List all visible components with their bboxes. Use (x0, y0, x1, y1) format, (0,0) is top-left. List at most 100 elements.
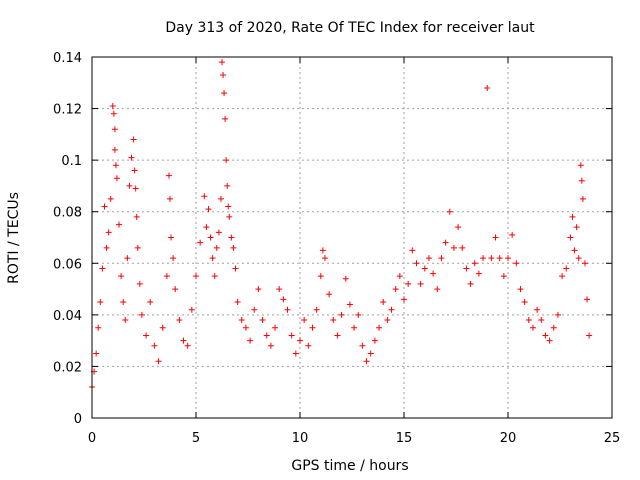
data-point (105, 229, 112, 236)
data-point (136, 280, 143, 287)
data-point (321, 255, 328, 262)
data-point (492, 234, 499, 241)
data-point (509, 231, 516, 238)
data-point (550, 324, 557, 331)
data-point (188, 306, 195, 313)
data-point (434, 286, 441, 293)
data-point (367, 350, 374, 357)
data-point (180, 337, 187, 344)
data-point (255, 286, 262, 293)
data-point (159, 324, 166, 331)
data-point (97, 298, 104, 305)
data-point (359, 342, 366, 349)
data-point (95, 324, 102, 331)
data-point (224, 182, 231, 189)
data-point (155, 358, 162, 365)
data-point (165, 172, 172, 179)
y-tick-label: 0.06 (53, 257, 82, 272)
x-axis-label: GPS time / hours (291, 458, 408, 474)
data-point (197, 239, 204, 246)
data-point (376, 324, 383, 331)
data-point (232, 265, 239, 272)
y-tick-label: 0.12 (53, 103, 82, 118)
data-point (276, 286, 283, 293)
data-point (346, 301, 353, 308)
data-point (330, 317, 337, 324)
data-point (355, 311, 362, 318)
y-axis-label: ROTI / TECUs (6, 192, 22, 284)
data-point (500, 273, 507, 280)
data-point (112, 162, 119, 169)
data-point (573, 224, 580, 231)
data-point (225, 203, 232, 210)
data-point (234, 298, 241, 305)
data-point (130, 136, 137, 143)
data-point (118, 273, 125, 280)
data-point (546, 337, 553, 344)
data-point (207, 234, 214, 241)
data-point (221, 90, 228, 97)
data-point (384, 317, 391, 324)
data-point (326, 291, 333, 298)
data-point (334, 332, 341, 339)
data-point (413, 260, 420, 267)
data-point (578, 177, 585, 184)
data-point (467, 280, 474, 287)
data-point (396, 273, 403, 280)
data-point (525, 317, 532, 324)
data-point (220, 72, 227, 79)
data-point (288, 332, 295, 339)
axes-layer: 0 5 10 15 20 25 0 0.02 0.04 0.06 0.08 0.1 0.12 0.14 (53, 51, 620, 446)
data-point (203, 224, 210, 231)
data-point (417, 280, 424, 287)
data-point (172, 286, 179, 293)
data-point (517, 286, 524, 293)
data-point (138, 311, 145, 318)
data-point (571, 247, 578, 254)
data-point (575, 255, 582, 262)
data-point (521, 298, 528, 305)
data-point (163, 273, 170, 280)
data-point (116, 221, 123, 228)
data-point (213, 244, 220, 251)
x-tick-label: 10 (292, 431, 309, 446)
data-point (176, 317, 183, 324)
data-point (110, 110, 117, 117)
x-tick-label: 20 (500, 431, 517, 446)
data-point (317, 273, 324, 280)
data-point (99, 265, 106, 272)
data-point (581, 260, 588, 267)
data-point (167, 195, 173, 202)
data-point (228, 234, 235, 241)
data-point (567, 234, 574, 241)
data-point (111, 126, 118, 133)
data-point (554, 311, 561, 318)
data-point (223, 157, 230, 164)
data-point (126, 182, 133, 189)
data-point (122, 317, 129, 324)
data-point (475, 270, 482, 277)
data-point (93, 350, 100, 357)
data-point (371, 337, 378, 344)
data-point (292, 350, 299, 357)
y-tick-label: 0.02 (53, 360, 82, 375)
data-point (128, 154, 135, 161)
data-point (584, 296, 591, 303)
data-point (222, 115, 229, 122)
data-point (242, 324, 249, 331)
data-point (247, 337, 254, 344)
data-point (438, 255, 445, 262)
x-tick-label: 0 (88, 431, 96, 446)
data-point (425, 255, 432, 262)
data-point (120, 298, 127, 305)
data-point (455, 224, 462, 231)
data-point (184, 342, 191, 349)
y-tick-label: 0.1 (61, 154, 82, 169)
data-point (338, 311, 345, 318)
data-point (209, 255, 216, 262)
data-point (205, 206, 212, 213)
data-point (280, 296, 287, 303)
data-point (401, 296, 407, 303)
data-point (577, 162, 584, 169)
data-point (230, 244, 237, 251)
